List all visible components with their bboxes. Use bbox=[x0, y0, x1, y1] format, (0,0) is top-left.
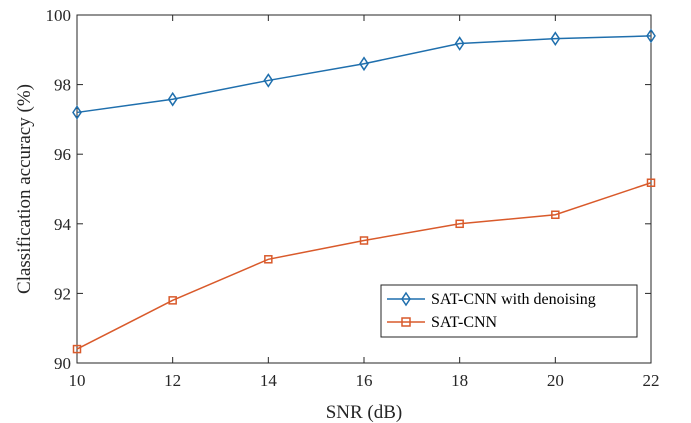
x-tick-label: 18 bbox=[451, 371, 468, 390]
data-point-diamond bbox=[550, 31, 561, 47]
data-point-diamond bbox=[454, 36, 465, 51]
series-line-1 bbox=[76, 182, 652, 350]
y-tick-label: 100 bbox=[46, 6, 72, 25]
x-tick-label: 10 bbox=[69, 371, 86, 390]
data-point-square bbox=[455, 219, 464, 229]
data-point-diamond bbox=[359, 56, 369, 72]
y-tick-label: 96 bbox=[54, 145, 71, 164]
y-tick-label: 98 bbox=[54, 76, 71, 95]
y-tick-label: 90 bbox=[54, 354, 71, 373]
y-tick-label: 92 bbox=[54, 284, 71, 303]
data-point-diamond bbox=[646, 28, 656, 44]
series-layer bbox=[72, 28, 656, 354]
y-axis-label: Classification accuracy (%) bbox=[14, 84, 35, 294]
series-line-0 bbox=[76, 35, 652, 114]
data-point-square bbox=[264, 255, 273, 264]
data-point-diamond bbox=[167, 91, 178, 107]
legend: SAT-CNN with denoising SAT-CNN bbox=[380, 284, 638, 338]
x-tick-label: 14 bbox=[260, 371, 278, 390]
legend-marker-denoising bbox=[401, 291, 411, 307]
data-point-diamond bbox=[72, 105, 82, 120]
x-axis-label: SNR (dB) bbox=[326, 402, 403, 423]
x-tick-label: 12 bbox=[164, 371, 181, 390]
legend-label-denoising: SAT-CNN with denoising bbox=[431, 291, 596, 308]
axis-ticks: 10 12 14 16 18 20 22 90 92 94 96 98 100 bbox=[46, 6, 660, 390]
x-tick-label: 20 bbox=[547, 371, 564, 390]
legend-label-sat-cnn: SAT-CNN bbox=[431, 314, 498, 331]
y-tick-label: 94 bbox=[54, 215, 72, 234]
legend-box bbox=[380, 284, 638, 338]
data-point-square bbox=[168, 296, 177, 305]
data-point-square bbox=[646, 178, 656, 187]
legend-marker-sat-cnn bbox=[401, 317, 411, 327]
data-point-diamond bbox=[263, 73, 274, 88]
data-point-square bbox=[359, 236, 369, 245]
x-tick-label: 22 bbox=[643, 371, 660, 390]
data-point-square bbox=[551, 210, 560, 220]
x-tick-label: 16 bbox=[356, 371, 373, 390]
data-point-square bbox=[72, 344, 82, 354]
